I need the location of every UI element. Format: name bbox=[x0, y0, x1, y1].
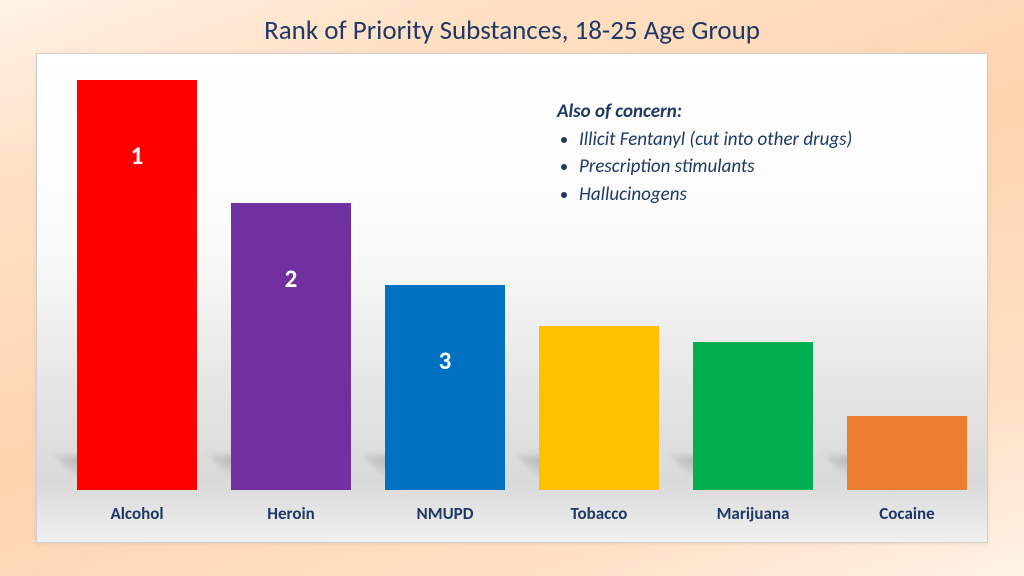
bar-slot bbox=[693, 342, 813, 490]
bar-fill bbox=[539, 326, 659, 490]
bar-slot bbox=[539, 326, 659, 490]
bar bbox=[539, 326, 659, 490]
bar: 1 bbox=[77, 80, 197, 490]
bar bbox=[693, 342, 813, 490]
bar-slot bbox=[847, 416, 967, 490]
x-axis-label: Marijuana bbox=[693, 503, 813, 524]
concern-list-item: Illicit Fentanyl (cut into other drugs) bbox=[579, 126, 852, 154]
x-axis-label: Tobacco bbox=[539, 503, 659, 524]
x-axis-label: Cocaine bbox=[847, 503, 967, 524]
concern-list-item: Hallucinogens bbox=[579, 181, 852, 209]
rank-label: 3 bbox=[439, 345, 452, 376]
concern-annotation: Also of concern: Illicit Fentanyl (cut i… bbox=[557, 98, 852, 208]
bar-fill bbox=[385, 285, 505, 490]
bar bbox=[847, 416, 967, 490]
rank-label: 1 bbox=[131, 140, 144, 171]
bar-slot: 1 bbox=[77, 80, 197, 490]
bar-slot: 2 bbox=[231, 203, 351, 490]
bar: 2 bbox=[231, 203, 351, 490]
x-axis-label: NMUPD bbox=[385, 503, 505, 524]
bar-fill bbox=[693, 342, 813, 490]
concern-list-item: Prescription stimulants bbox=[579, 153, 852, 181]
chart-panel: 1 2 3 Alcohol Heroin NMUPD Tobacco Marijuana Co… bbox=[36, 53, 988, 543]
x-axis-label: Heroin bbox=[231, 503, 351, 524]
bar: 3 bbox=[385, 285, 505, 490]
bar-slot: 3 bbox=[385, 285, 505, 490]
rank-label: 2 bbox=[285, 263, 298, 294]
chart-title: Rank of Priority Substances, 18-25 Age G… bbox=[36, 14, 988, 47]
concern-list: Illicit Fentanyl (cut into other drugs)P… bbox=[557, 126, 852, 209]
bar-fill bbox=[231, 203, 351, 490]
x-axis-label: Alcohol bbox=[77, 503, 197, 524]
x-axis-labels: Alcohol Heroin NMUPD Tobacco Marijuana Cocain… bbox=[77, 503, 967, 524]
concern-heading: Also of concern: bbox=[557, 98, 852, 126]
bar-fill bbox=[847, 416, 967, 490]
